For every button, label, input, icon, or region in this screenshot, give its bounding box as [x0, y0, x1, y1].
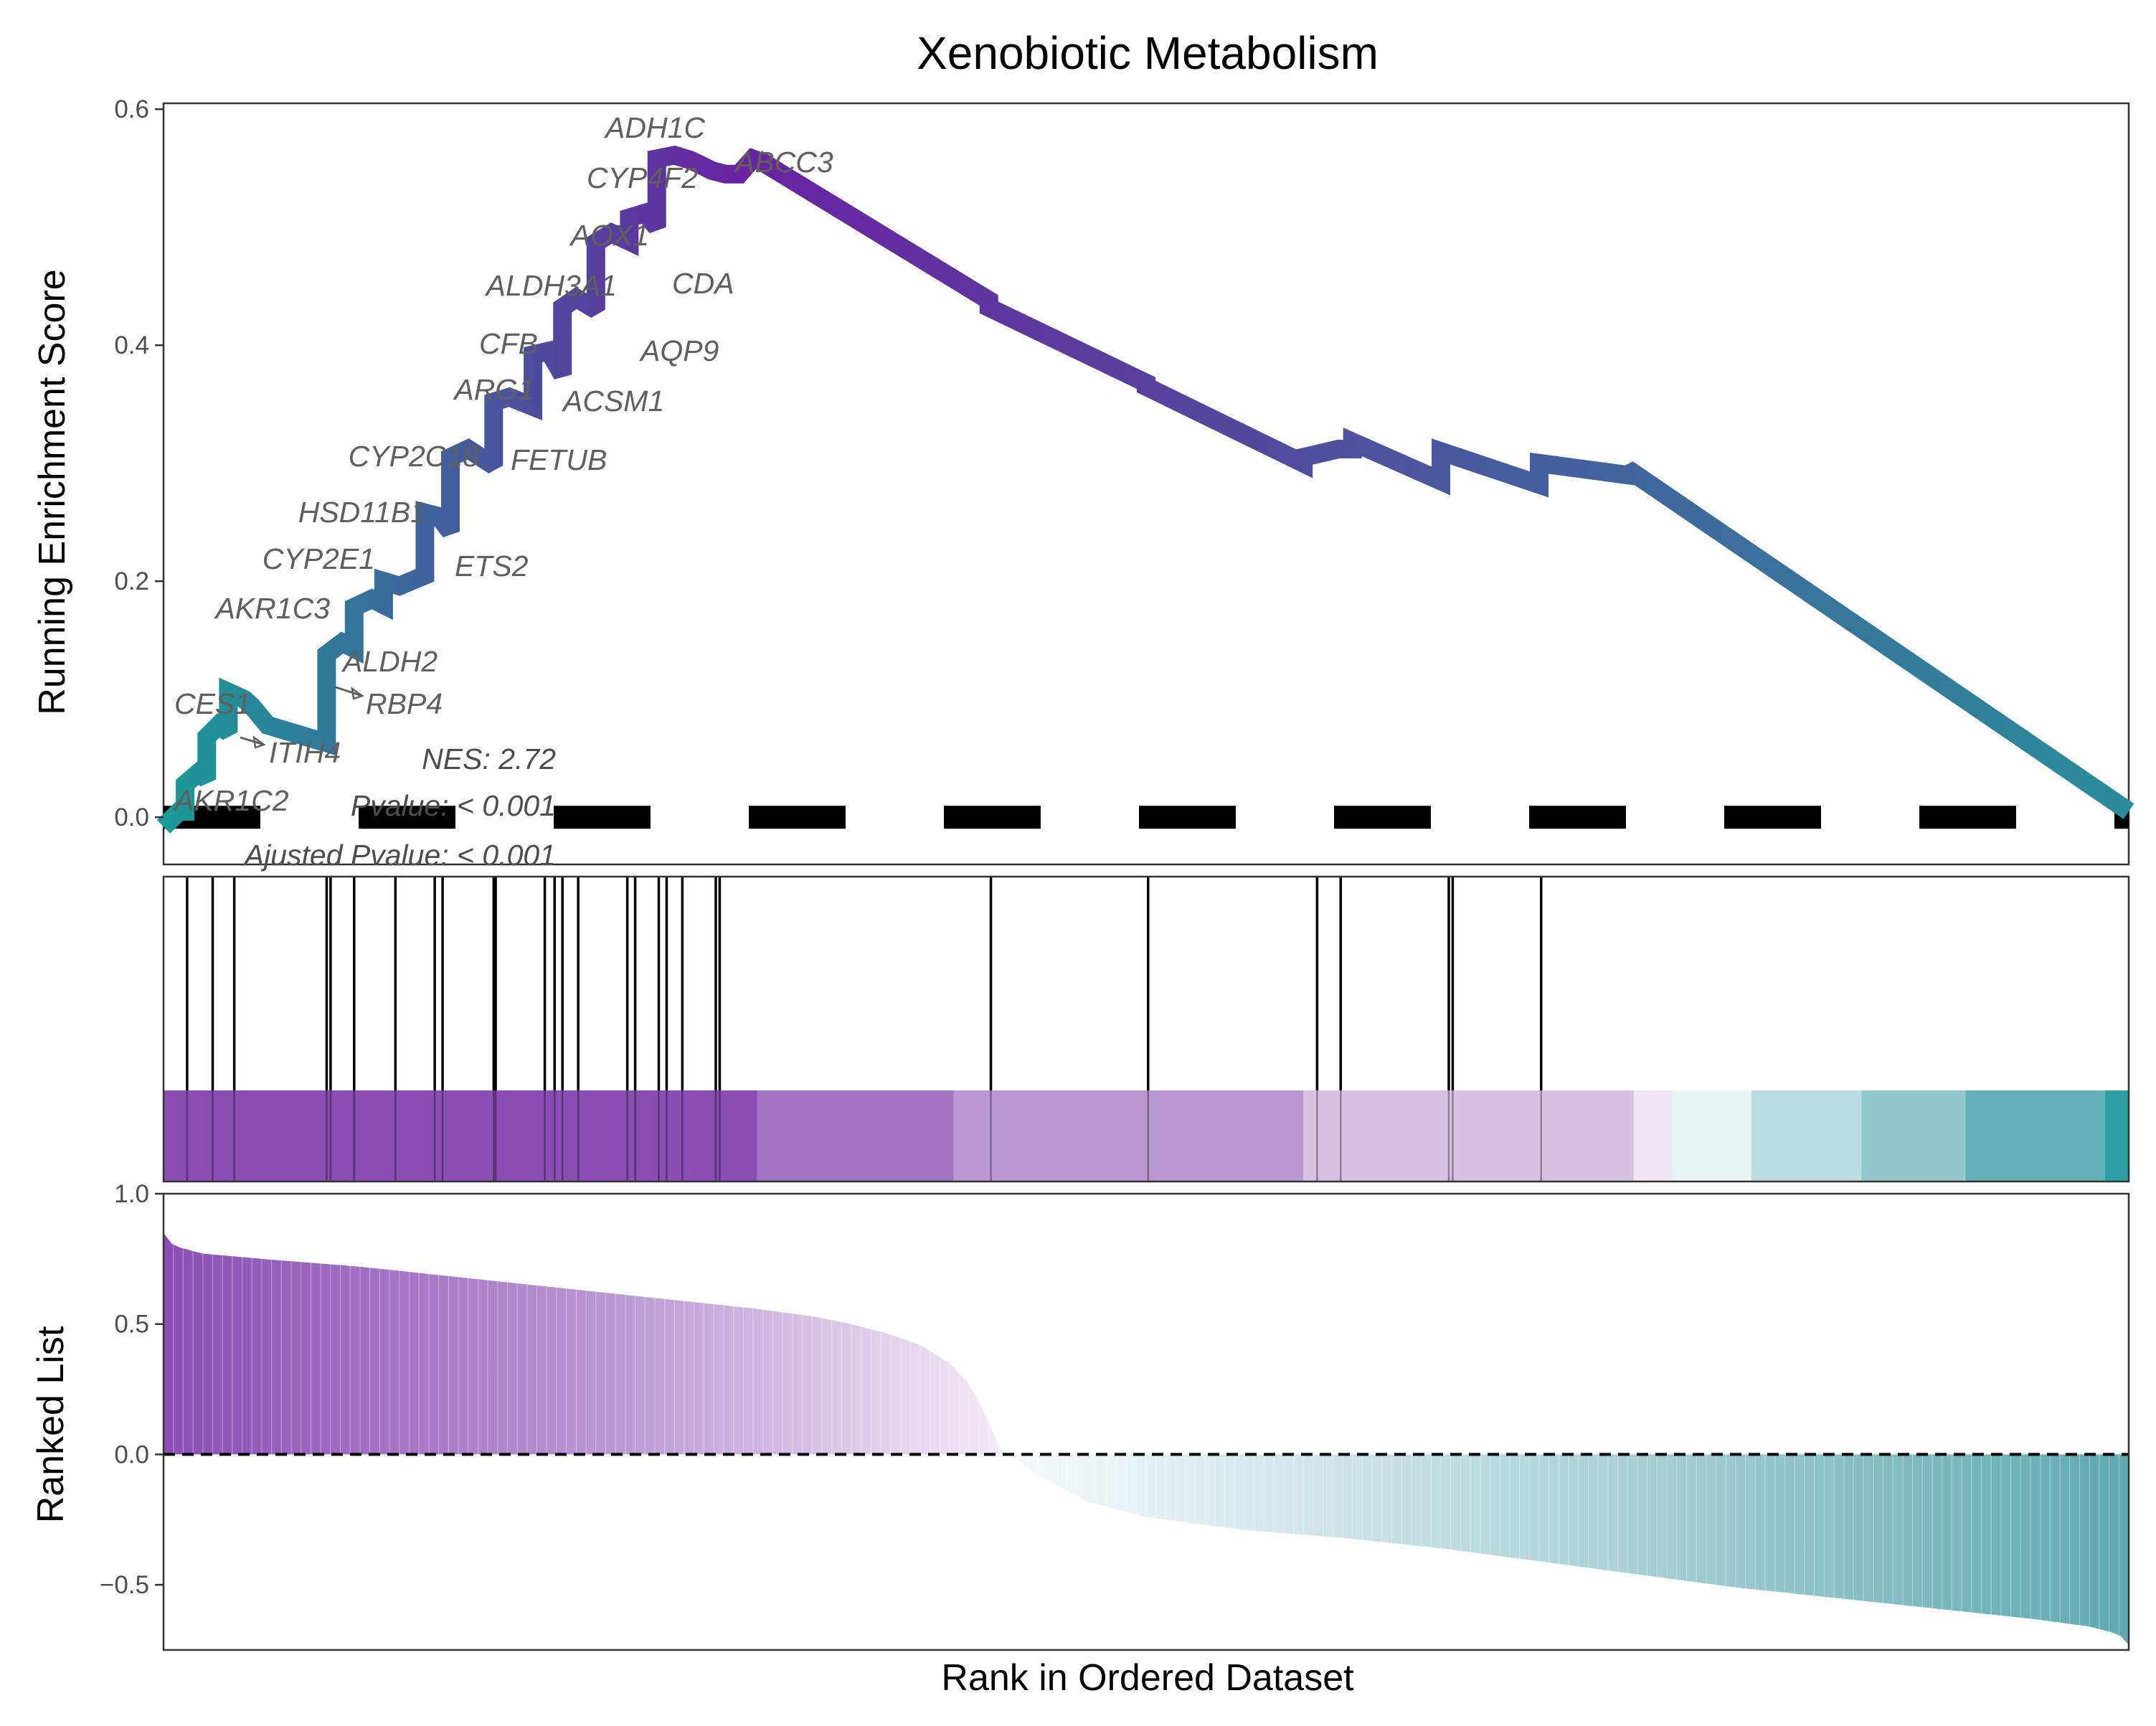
gene-label: ITIH4 [269, 736, 341, 769]
pvalue-annotation: Pvalue: < 0.001 [351, 789, 556, 822]
gene-label: CYP2E1 [263, 542, 375, 575]
rank-color-band [1303, 1090, 1635, 1182]
ranked-list-panel: −0.5 0.0 0.5 1.0 Ranked List [30, 1180, 2130, 1651]
gene-label: AOX1 [569, 219, 649, 252]
gene-label: AKR1C3 [213, 592, 330, 625]
ranked-list-y-axis: −0.5 0.0 0.5 1.0 [100, 1180, 164, 1599]
enrichment-y-axis: 0.0 0.2 0.4 0.6 [114, 95, 164, 831]
enrichment-y-tick-label: 0.0 [114, 803, 149, 831]
ranked-y-tick-label: −0.5 [100, 1571, 149, 1599]
gene-label: ALDH3A1 [484, 269, 617, 302]
gene-labels: ADH1C CYP4F2 ABCC3 AOX1 ALDH3A1 CDA CFB AQP9 ARG… [172, 111, 833, 817]
gene-label: RBP4 [366, 687, 443, 720]
enrichment-panel-border [162, 102, 2130, 866]
gene-label: FETUB [511, 443, 607, 476]
hit-panel-border [162, 875, 2130, 1183]
ranked-negative-area [1008, 1454, 2129, 1645]
ranked-positive-area [164, 1232, 1009, 1455]
hit-panel [162, 875, 2130, 1183]
rank-color-band [1965, 1090, 2106, 1182]
label-arrowhead [252, 735, 266, 749]
gene-label: AKR1C2 [172, 784, 289, 817]
gene-label: CFB [479, 327, 538, 360]
gene-label: CYP4F2 [587, 161, 698, 194]
rank-color-band [2105, 1090, 2129, 1182]
ranked-list-bars [163, 1232, 2129, 1645]
gene-label: CDA [672, 267, 734, 300]
gene-label: CYP2C18 [349, 440, 480, 473]
rank-color-band [1861, 1090, 1967, 1182]
gene-label: ABCC3 [733, 146, 833, 179]
gene-label: ARG1 [452, 373, 534, 406]
ranked-panel-border [162, 1192, 2130, 1651]
enrichment-y-axis-title: Running Enrichment Score [32, 269, 73, 715]
x-axis-title: Rank in Ordered Dataset [941, 1657, 1354, 1699]
rank-color-band [757, 1090, 954, 1182]
enrichment-y-tick-label: 0.4 [114, 331, 149, 359]
ranked-list-plot-area [162, 1192, 2130, 1651]
ranked-y-tick-label: 0.0 [114, 1440, 149, 1468]
nes-annotation: NES: 2.72 [422, 742, 556, 775]
gene-label: ETS2 [455, 550, 529, 583]
statistics-annotations: NES: 2.72 Pvalue: < 0.001 Ajusted Pvalue… [242, 742, 556, 872]
hit-plot-area [162, 875, 2130, 1183]
enrichment-panel: ADH1C CYP4F2 ABCC3 AOX1 ALDH3A1 CDA CFB AQP9 ARG… [32, 95, 2134, 872]
chart-title: Xenobiotic Metabolism [917, 27, 1379, 79]
adjusted-pvalue-annotation: Ajusted Pvalue: < 0.001 [242, 839, 556, 872]
running-enrichment-line [156, 146, 2134, 834]
gene-label: ACSM1 [561, 385, 664, 418]
rank-color-band [953, 1090, 1304, 1182]
rank-color-band [1673, 1090, 1752, 1182]
ranked-y-tick-label: 1.0 [114, 1180, 149, 1208]
gene-label: ALDH2 [341, 645, 438, 678]
enrichment-y-tick-label: 0.2 [114, 567, 149, 595]
gene-label: AQP9 [638, 334, 719, 367]
label-leader-line [240, 736, 265, 746]
enrichment-y-tick-label: 0.6 [114, 95, 149, 123]
rank-color-band [1633, 1090, 1673, 1182]
gene-label: CES1 [174, 687, 251, 720]
enrichment-plot-area: ADH1C CYP4F2 ABCC3 AOX1 ALDH3A1 CDA CFB AQP9 ARG… [156, 102, 2134, 866]
gene-label: HSD11B1 [298, 496, 427, 529]
rank-color-band [1751, 1090, 1862, 1182]
rank-color-band [164, 1090, 757, 1182]
gene-label: ADH1C [603, 111, 705, 144]
ranked-y-tick-label: 0.5 [114, 1311, 149, 1339]
ranked-list-y-axis-title: Ranked List [30, 1326, 72, 1523]
label-arrowhead [351, 687, 364, 700]
label-leader-line [335, 686, 363, 697]
